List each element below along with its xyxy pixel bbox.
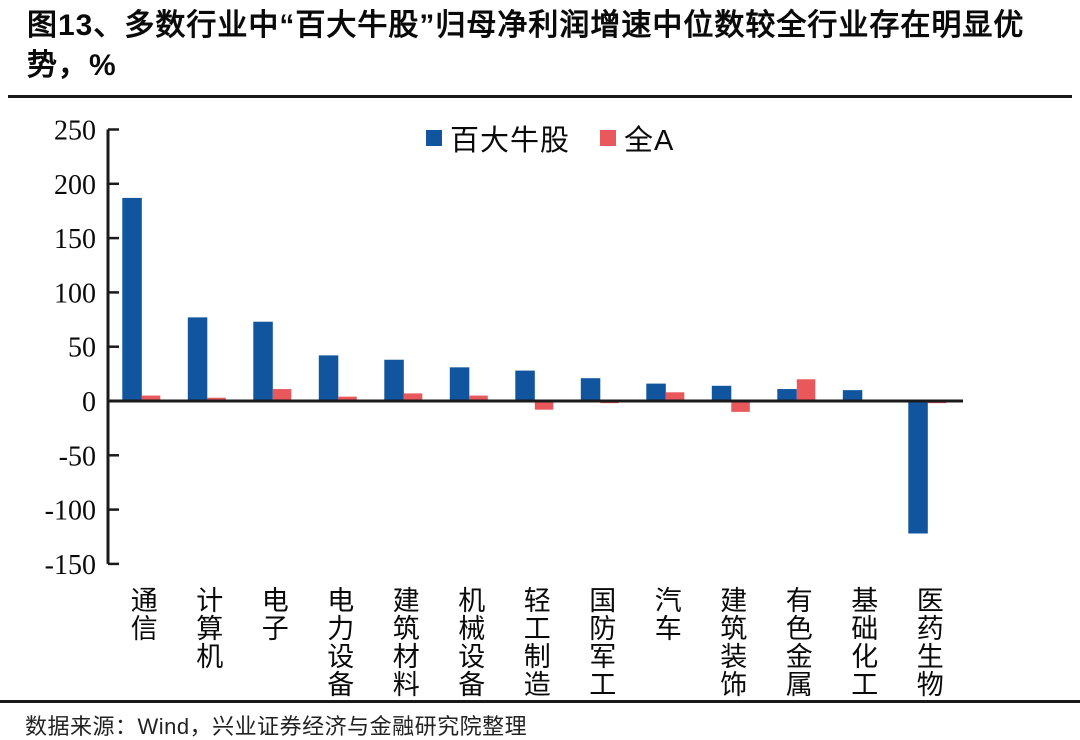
bar-全A-轻工制造	[534, 401, 554, 410]
y-axis-tick-label-250: 250	[54, 116, 96, 147]
bar-chart-canvas: 250 200 150 100 50 0 -50 -100 -150	[45, 116, 963, 581]
y-axis-tick-label-200: 200	[54, 170, 96, 201]
bar-百大牛股-基础化工	[842, 390, 863, 401]
legend-item-bull-stocks: 百大牛股	[426, 117, 570, 159]
x-axis-label-轻工制造: 轻工制造	[519, 586, 550, 698]
x-axis-label-建筑装饰: 建筑装饰	[716, 586, 747, 698]
legend-label-all-a: 全A	[624, 125, 675, 157]
bar-全A-电力设备	[338, 396, 357, 401]
legend-label-bull-stocks: 百大牛股	[450, 125, 571, 157]
bar-全A-建筑装饰	[731, 401, 750, 412]
bar-百大牛股-医药生物	[908, 401, 928, 534]
x-axis-label-电力设备: 电力设备	[323, 586, 354, 698]
chart-title: 图13、多数行业中“百大牛股”归母净利润增速中位数较全行业存在明显优势，%	[27, 9, 1025, 82]
y-axis-tick-label-0: 0	[82, 387, 96, 418]
x-axis-label-机械设备: 机械设备	[454, 586, 485, 698]
footer-separator-line	[0, 700, 1080, 703]
x-axis-label-基础化工: 基础化工	[847, 586, 878, 698]
bar-百大牛股-电子	[253, 321, 273, 401]
bar-全A-通信	[141, 395, 161, 401]
bar-全A-机械设备	[469, 395, 488, 401]
bar-百大牛股-轻工制造	[515, 370, 535, 401]
bar-百大牛股-机械设备	[449, 367, 470, 401]
bar-全A-汽车	[665, 392, 685, 401]
data-source-note: 数据来源：Wind，兴业证券经济与金融研究院整理	[25, 714, 528, 739]
bar-全A-电子	[272, 389, 292, 401]
x-axis-label-建筑材料: 建筑材料	[388, 586, 419, 698]
bar-百大牛股-通信	[122, 197, 142, 401]
bar-百大牛股-建筑装饰	[711, 385, 732, 401]
x-axis-label-国防军工: 国防军工	[585, 586, 616, 698]
legend-item-all-a: 全A	[600, 117, 674, 159]
bar-百大牛股-电力设备	[318, 355, 339, 401]
y-axis-tick-label-150: 150	[54, 224, 96, 255]
y-axis-tick-label-100: 100	[54, 278, 96, 309]
y-axis-tick-label--150: -150	[45, 550, 96, 581]
bar-全A-有色金属	[796, 379, 816, 401]
chart-legend: 百大牛股 全A	[426, 117, 674, 159]
legend-swatch-blue-icon	[426, 130, 442, 146]
bar-百大牛股-有色金属	[777, 389, 797, 401]
bar-百大牛股-建筑材料	[384, 359, 404, 401]
x-axis-label-汽车: 汽车	[650, 586, 681, 642]
y-axis-tick-label-50: 50	[68, 333, 96, 364]
y-axis-tick-label--50: -50	[59, 441, 96, 472]
bar-全A-建筑材料	[403, 393, 423, 401]
x-axis-label-通信: 通信	[126, 586, 157, 642]
x-axis-label-有色金属: 有色金属	[781, 586, 812, 698]
title-separator-line	[8, 95, 1072, 98]
bar-百大牛股-汽车	[646, 383, 666, 401]
bar-百大牛股-计算机	[187, 317, 208, 401]
bar-全A-计算机	[207, 397, 226, 401]
x-axis-label-医药生物: 医药生物	[912, 586, 943, 698]
x-axis-label-计算机: 计算机	[192, 586, 223, 670]
y-axis-tick-label--100: -100	[45, 496, 96, 527]
bar-百大牛股-国防军工	[580, 378, 601, 401]
legend-swatch-red-icon	[600, 130, 617, 146]
x-axis-label-电子: 电子	[257, 586, 288, 642]
